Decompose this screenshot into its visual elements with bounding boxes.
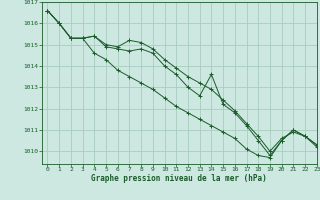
X-axis label: Graphe pression niveau de la mer (hPa): Graphe pression niveau de la mer (hPa)	[91, 174, 267, 183]
